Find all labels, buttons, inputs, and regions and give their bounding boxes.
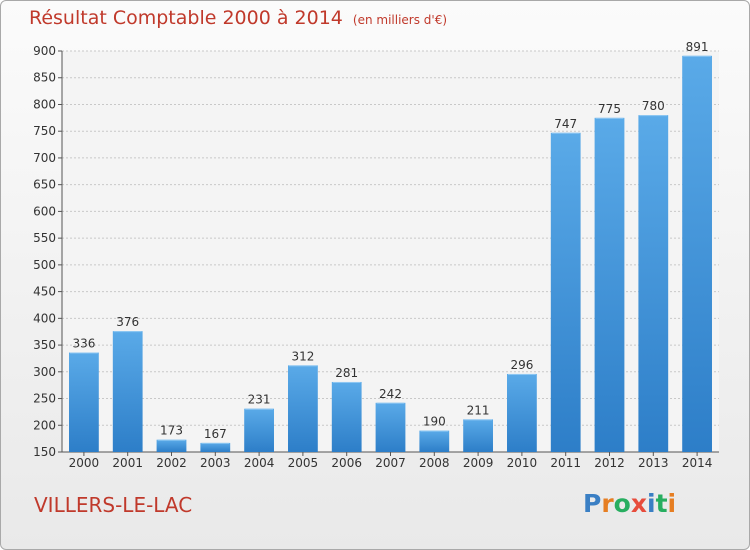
x-tick-label: 2014 (682, 456, 713, 470)
bar-value-label: 891 (686, 40, 709, 54)
y-tick-label: 250 (33, 392, 56, 406)
logo-letter: i (647, 489, 656, 518)
bar (156, 439, 187, 452)
bar (550, 132, 581, 452)
chart-title: Résultat Comptable 2000 à 2014 (29, 7, 343, 29)
y-tick-label: 650 (33, 178, 56, 192)
bar-value-label: 296 (510, 358, 533, 372)
bar-value-label: 336 (72, 337, 95, 351)
x-tick-label: 2013 (638, 456, 669, 470)
x-tick-label: 2009 (463, 456, 494, 470)
logo-letter: o (613, 489, 631, 518)
logo-letter: t (655, 489, 668, 518)
y-tick-label: 150 (33, 445, 56, 459)
y-tick-label: 700 (33, 151, 56, 165)
bar-value-label: 747 (554, 117, 577, 131)
y-tick-label: 450 (33, 285, 56, 299)
bar-value-label: 775 (598, 102, 621, 116)
bar-value-label: 242 (379, 387, 402, 401)
x-tick-label: 2000 (69, 456, 100, 470)
y-tick-label: 350 (33, 338, 56, 352)
bar (594, 117, 625, 452)
bar-value-label: 231 (248, 393, 271, 407)
title-row: Résultat Comptable 2000 à 2014 (en milli… (29, 7, 447, 29)
bar (288, 365, 318, 452)
x-tick-label: 2003 (200, 456, 231, 470)
bar (331, 381, 362, 452)
x-tick-label: 2006 (331, 456, 362, 470)
bar-value-label: 190 (423, 415, 446, 429)
logo-letter: i (667, 489, 677, 518)
y-tick-label: 850 (33, 71, 56, 85)
place-name: VILLERS-LE-LAC (34, 493, 193, 517)
x-tick-label: 2011 (550, 456, 581, 470)
y-tick-label: 500 (33, 258, 56, 272)
bar (244, 408, 274, 452)
bar-value-label: 173 (160, 424, 183, 438)
y-tick-label: 400 (33, 311, 56, 325)
x-tick-label: 2007 (375, 456, 406, 470)
bar (507, 373, 537, 452)
bar (419, 430, 450, 452)
bar (682, 55, 712, 452)
bar-value-label: 376 (116, 315, 139, 329)
bar (463, 419, 493, 452)
bar (638, 115, 669, 452)
bar-value-label: 281 (335, 366, 358, 380)
y-tick-label: 550 (33, 231, 56, 245)
y-tick-label: 200 (33, 418, 56, 432)
bar (375, 402, 406, 452)
logo-letter: r (601, 489, 614, 518)
logo-letter: x (630, 489, 647, 518)
bar-value-label: 780 (642, 99, 665, 113)
y-tick-label: 600 (33, 204, 56, 218)
y-tick-label: 750 (33, 124, 56, 138)
bar (200, 442, 231, 452)
bar (112, 331, 143, 452)
chart-subtitle: (en milliers d'€) (352, 13, 448, 27)
y-tick-label: 800 (33, 97, 56, 111)
bar-value-label: 211 (467, 403, 490, 417)
x-tick-label: 2004 (244, 456, 275, 470)
y-tick-label: 900 (33, 44, 56, 58)
y-tick-label: 300 (33, 365, 56, 379)
bar (69, 352, 99, 452)
x-tick-label: 2010 (507, 456, 538, 470)
x-tick-label: 2005 (288, 456, 319, 470)
logo-letter: P (583, 489, 602, 518)
x-tick-label: 2002 (156, 456, 187, 470)
bar-value-label: 312 (291, 349, 314, 363)
x-tick-label: 2001 (112, 456, 143, 470)
x-tick-label: 2008 (419, 456, 450, 470)
proxiti-logo: Proxiti (583, 489, 676, 518)
x-tick-label: 2012 (594, 456, 625, 470)
bar-value-label: 167 (204, 427, 227, 441)
